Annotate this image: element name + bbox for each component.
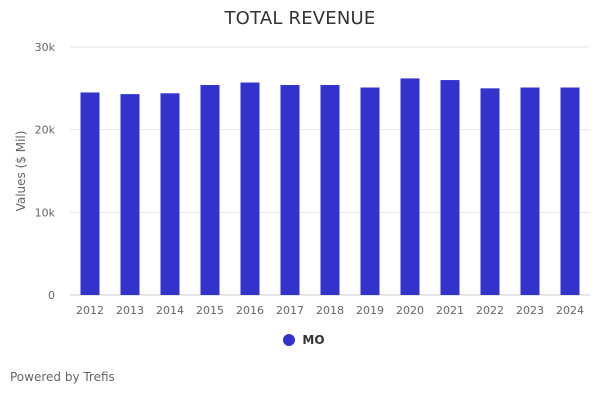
x-tick-label: 2020 bbox=[396, 304, 424, 317]
bar-2016[interactable] bbox=[240, 82, 260, 296]
x-tick-label: 2012 bbox=[76, 304, 104, 317]
bar-2012[interactable] bbox=[80, 92, 100, 295]
bar-2018[interactable] bbox=[320, 85, 340, 295]
bar-series-mo bbox=[80, 78, 580, 296]
x-tick-label: 2021 bbox=[436, 304, 464, 317]
x-tick-label: 2013 bbox=[116, 304, 144, 317]
bar-2014[interactable] bbox=[160, 93, 180, 295]
bar-2020[interactable] bbox=[400, 78, 420, 295]
y-tick-label: 20k bbox=[35, 124, 56, 137]
bar-2017[interactable] bbox=[280, 85, 300, 295]
legend: MO bbox=[0, 333, 600, 347]
y-tick-label: 30k bbox=[35, 41, 56, 54]
x-tick-label: 2016 bbox=[236, 304, 264, 317]
x-tick-label: 2014 bbox=[156, 304, 184, 317]
bar-2021[interactable] bbox=[440, 80, 460, 295]
y-axis-title: Values ($ Mil) bbox=[14, 131, 28, 212]
y-axis-ticks: 0 10k 20k 30k bbox=[35, 41, 56, 302]
bar-2015[interactable] bbox=[200, 85, 220, 295]
x-axis-ticks: 2012 2013 2014 2015 2016 2017 2018 2019 2020 2021… bbox=[76, 304, 584, 317]
x-tick-label: 2015 bbox=[196, 304, 224, 317]
x-tick-label: 2022 bbox=[476, 304, 504, 317]
legend-swatch-circle-icon bbox=[283, 334, 296, 346]
x-tick-label: 2019 bbox=[356, 304, 384, 317]
legend-item-mo[interactable]: MO bbox=[283, 333, 325, 347]
bar-2024[interactable] bbox=[560, 87, 580, 295]
x-tick-label: 2023 bbox=[516, 304, 544, 317]
y-tick-label: 10k bbox=[35, 206, 56, 219]
y-tick-label: 0 bbox=[48, 289, 55, 302]
x-tick-label: 2024 bbox=[556, 304, 584, 317]
credits-link[interactable]: Powered by Trefis bbox=[10, 370, 115, 384]
chart-title: TOTAL REVENUE bbox=[224, 8, 376, 29]
legend-label: MO bbox=[302, 333, 325, 347]
bar-2019[interactable] bbox=[360, 87, 380, 295]
bar-2023[interactable] bbox=[520, 87, 540, 295]
bar-2022[interactable] bbox=[480, 88, 500, 295]
bar-2013[interactable] bbox=[120, 94, 140, 296]
x-tick-label: 2018 bbox=[316, 304, 344, 317]
x-tick-label: 2017 bbox=[276, 304, 304, 317]
